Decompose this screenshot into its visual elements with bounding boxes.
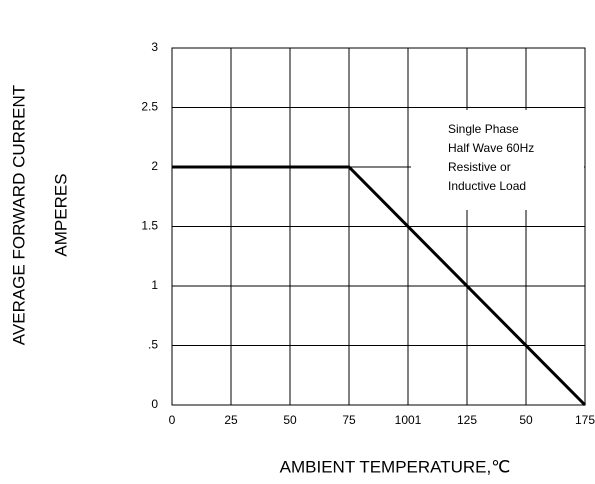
y-axis-label: AMPERES: [51, 173, 70, 256]
x-tick-label: 50: [283, 413, 297, 427]
x-tick-label: 1001: [395, 413, 422, 427]
y-tick-label: .5: [148, 338, 158, 352]
annotation: Half Wave 60Hz: [448, 141, 534, 155]
x-tick-label: 175: [575, 413, 595, 427]
annotation: Single Phase: [448, 122, 519, 136]
x-tick-label: 75: [342, 413, 356, 427]
y-tick-label: 1: [151, 278, 158, 292]
annotation: Inductive Load: [448, 179, 526, 193]
annotation-box: [411, 110, 584, 210]
annotation: Resistive or: [448, 160, 511, 174]
x-tick-label: 25: [224, 413, 238, 427]
x-axis-label: AMBIENT TEMPERATURE,℃: [280, 457, 511, 476]
x-tick-label: 125: [457, 413, 477, 427]
x-tick-label: 0: [169, 413, 176, 427]
y-tick-label: 0: [151, 397, 158, 411]
plot-frame: [171, 47, 586, 406]
y-axis-label: AVERAGE FORWARD CURRENT: [9, 85, 28, 345]
x-tick-label: 50: [519, 413, 533, 427]
y-tick-label: 1.5: [141, 219, 158, 233]
y-tick-label: 2.5: [141, 100, 158, 114]
y-tick-label: 3: [151, 40, 158, 54]
y-tick-label: 2: [151, 159, 158, 173]
data-line: [172, 165, 587, 407]
